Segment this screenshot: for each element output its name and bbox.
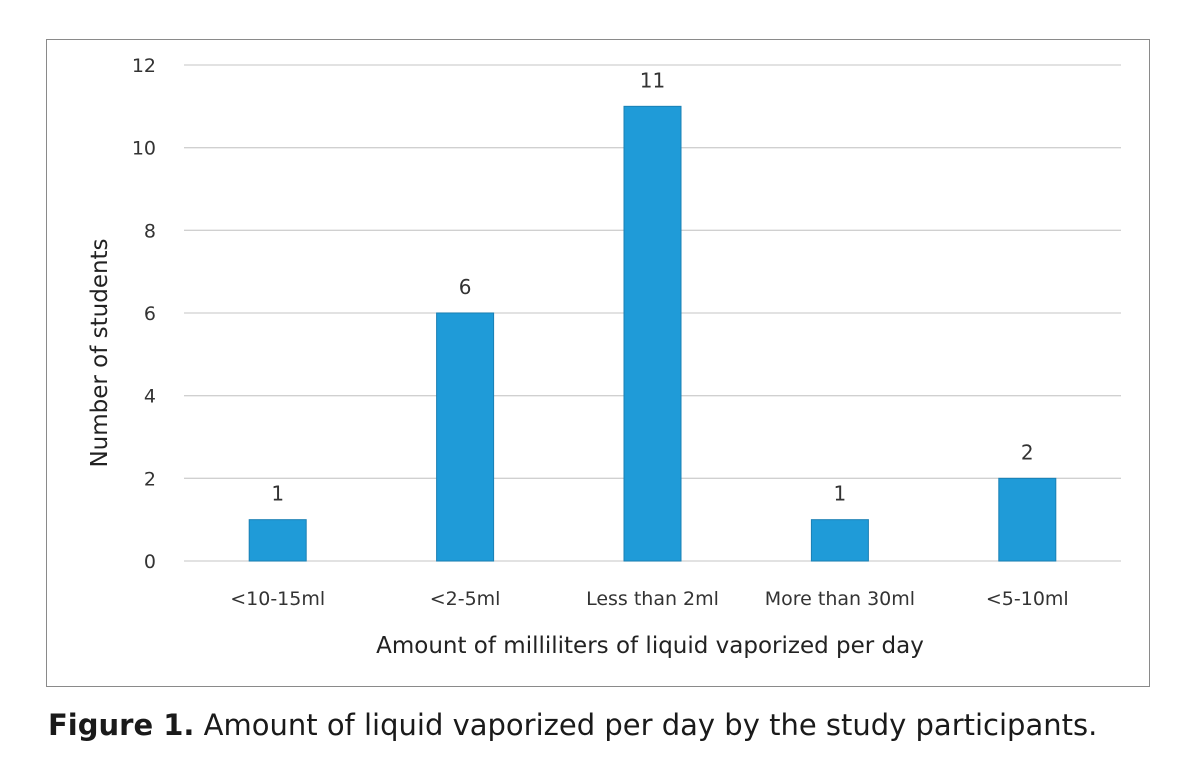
y-tick-label: 2	[144, 468, 156, 490]
data-label: 1	[271, 482, 284, 506]
x-category-label: More than 30ml	[765, 588, 915, 610]
x-category-label: <5-10ml	[986, 588, 1069, 610]
y-tick-label: 4	[144, 386, 156, 408]
data-label: 1	[834, 482, 847, 506]
bar	[623, 105, 682, 562]
x-axis-categories: <10-15ml <2-5ml Less than 2ml More than 30m…	[230, 588, 1068, 610]
bars	[248, 105, 1057, 562]
y-tick-label: 6	[144, 303, 156, 325]
y-axis-ticks: 0 2 4 6 8 10 12	[132, 55, 156, 573]
y-tick-label: 0	[144, 551, 156, 573]
data-label: 6	[459, 275, 472, 299]
x-category-label: Less than 2ml	[586, 588, 719, 610]
bar	[436, 312, 495, 562]
y-tick-label: 10	[132, 138, 156, 160]
chart-frame: 0 2 4 6 8 10 12 1 6 11 1 2 <10-15ml <2-5ml Less than…	[46, 39, 1150, 687]
bar	[998, 477, 1057, 562]
data-label: 2	[1021, 440, 1034, 464]
figure-caption: Figure 1. Amount of liquid vaporized per…	[48, 708, 1097, 742]
caption-text: Amount of liquid vaporized per day by th…	[194, 708, 1098, 742]
bar	[810, 519, 869, 562]
y-tick-label: 12	[132, 55, 156, 77]
y-tick-label: 8	[144, 220, 156, 242]
x-axis-title: Amount of milliliters of liquid vaporize…	[376, 633, 924, 659]
x-category-label: <2-5ml	[430, 588, 501, 610]
data-label: 11	[640, 68, 665, 92]
y-axis-title: Number of students	[87, 238, 113, 467]
figure-label: Figure 1.	[48, 708, 195, 742]
bar	[248, 519, 307, 562]
x-category-label: <10-15ml	[230, 588, 325, 610]
